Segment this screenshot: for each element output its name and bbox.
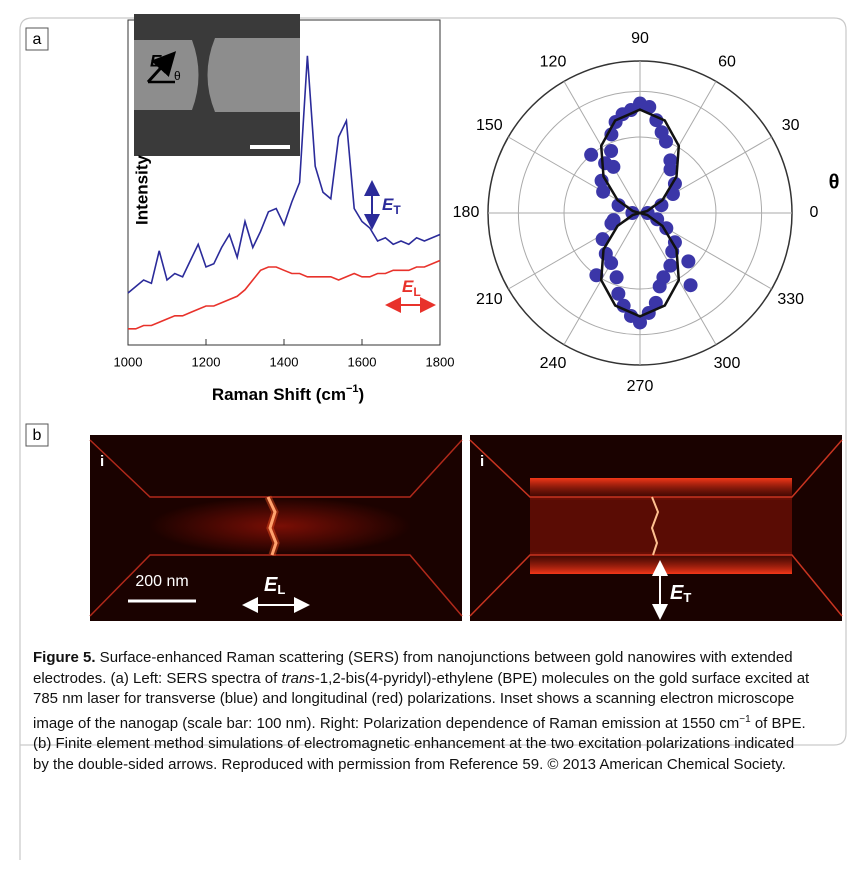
- angle-tick-label: 30: [782, 117, 800, 134]
- data-point: [681, 254, 696, 269]
- y-axis-label: Intensity: [132, 155, 151, 225]
- data-point: [683, 278, 698, 293]
- spectrum-line: [127, 55, 441, 294]
- angle-tick-label: 330: [777, 291, 804, 308]
- caption-text: -1,2-bis(4-pyridyl)-ethylene (BPE) molec…: [33, 669, 810, 732]
- scale-bar-label: 200 nm: [135, 573, 188, 590]
- caption-text: Surface-enhanced Raman scattering (SERS)…: [33, 649, 793, 687]
- simulation-image: [89, 435, 463, 621]
- data-point: [611, 198, 626, 213]
- field-subscript: T: [683, 590, 691, 605]
- inset-angle-label: θ: [174, 69, 181, 83]
- inset-field-label: E: [150, 51, 162, 70]
- angle-tick-label: 300: [714, 355, 741, 372]
- caption: Figure 5. Surface-enhanced Raman scatter…: [33, 648, 813, 775]
- spectrum-line: [128, 259, 441, 330]
- simulation-image: [469, 435, 843, 621]
- x-tick-label: 1800: [426, 354, 455, 369]
- annotation: ET: [382, 195, 401, 217]
- x-tick-label: 1000: [114, 354, 143, 369]
- angle-axis-label: θ: [829, 171, 840, 193]
- angle-tick-label: 240: [540, 355, 567, 372]
- data-point: [616, 298, 631, 313]
- angle-tick-label: 120: [540, 54, 567, 71]
- angle-tick-label: 270: [627, 378, 654, 395]
- panel-label-box: [25, 27, 49, 51]
- angle-tick-label: 0: [810, 204, 819, 221]
- image-tag: i: [100, 453, 104, 470]
- data-point: [611, 286, 626, 301]
- annotation: EL: [402, 277, 421, 299]
- data-point: [658, 134, 673, 149]
- panel-label: a: [33, 31, 42, 48]
- annotation-symbol: E: [402, 277, 414, 296]
- data-point: [654, 198, 669, 213]
- caption-label: Figure 5.: [33, 649, 96, 666]
- x-tick-label: 1400: [270, 354, 299, 369]
- caption-italic: trans: [281, 669, 315, 687]
- sem-inset: [134, 14, 300, 156]
- x-tick-label: 1200: [192, 354, 221, 369]
- caption-sup: −1: [739, 713, 751, 725]
- data-point: [604, 127, 619, 142]
- field-label: ET: [670, 582, 691, 605]
- data-point: [606, 213, 621, 228]
- angle-tick-label: 60: [718, 54, 736, 71]
- field-label: EL: [264, 574, 285, 597]
- data-point: [623, 308, 638, 323]
- data-point: [584, 147, 599, 162]
- data-point: [649, 113, 664, 128]
- data-point: [663, 162, 678, 177]
- data-point: [648, 295, 663, 310]
- figure-frame: [19, 17, 847, 860]
- data-point: [642, 100, 657, 115]
- angle-tick-label: 210: [476, 291, 503, 308]
- data-point: [589, 268, 604, 283]
- caption-text: of BPE. (b) Finite element method simula…: [33, 714, 806, 773]
- x-axis-label-text: Raman Shift (cm: [212, 385, 346, 404]
- angle-tick-label: 90: [631, 30, 649, 47]
- fit-curve: [599, 108, 681, 318]
- x-axis-label-sup: −1: [346, 383, 359, 395]
- annotation-subscript: T: [393, 203, 401, 217]
- annotation-subscript: L: [413, 285, 420, 299]
- x-axis-label: Raman Shift (cm−1): [212, 383, 364, 405]
- data-point: [596, 184, 611, 199]
- annotation-symbol: E: [382, 195, 394, 214]
- field-subscript: L: [277, 582, 285, 597]
- data-point: [656, 270, 671, 285]
- panel-label: b: [33, 427, 42, 444]
- x-tick-label: 1600: [348, 354, 377, 369]
- image-tag: i: [480, 453, 484, 470]
- data-point: [598, 246, 613, 261]
- data-point: [663, 258, 678, 273]
- angle-tick-label: 180: [453, 204, 480, 221]
- data-point: [604, 144, 619, 159]
- data-point: [598, 156, 613, 171]
- field-symbol: E: [264, 574, 278, 596]
- data-point: [650, 212, 665, 227]
- data-point: [609, 270, 624, 285]
- x-axis-label-end: ): [359, 385, 365, 404]
- angle-tick-label: 150: [476, 117, 503, 134]
- panel-label-box: [25, 423, 49, 447]
- field-symbol: E: [670, 582, 684, 604]
